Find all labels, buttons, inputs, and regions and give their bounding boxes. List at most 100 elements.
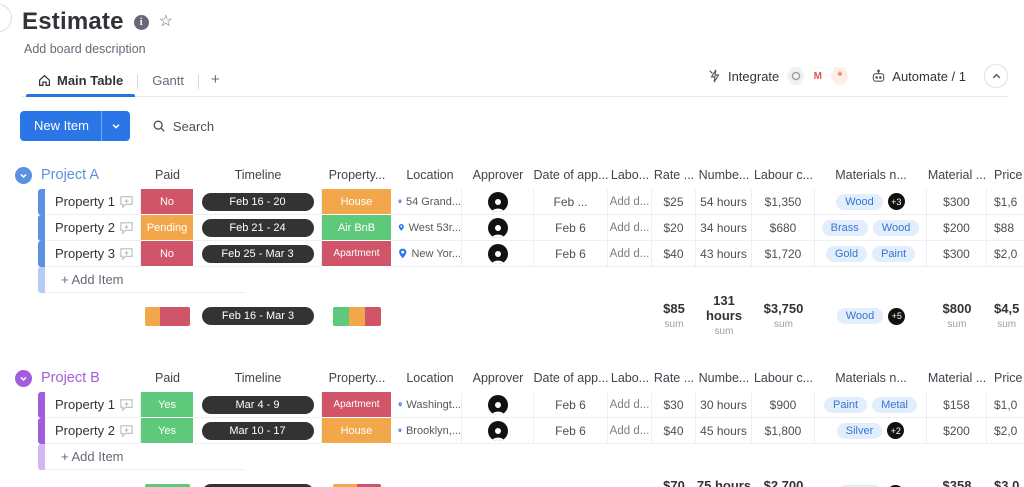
paid-summary-bar[interactable]	[141, 483, 194, 487]
column-header-date[interactable]: Date of app...	[534, 371, 608, 385]
material-cost-cell[interactable]: $158	[927, 392, 987, 418]
materials-summary[interactable]: Paint +3	[815, 484, 927, 487]
location-cell[interactable]: 54 Grand...	[392, 189, 462, 215]
rate-cell[interactable]: $25	[652, 189, 696, 215]
location-cell[interactable]: Washingt...	[392, 392, 462, 418]
date-cell[interactable]: Feb ...	[534, 189, 608, 215]
property-summary-bar[interactable]	[322, 483, 392, 487]
date-cell[interactable]: Feb 6	[534, 241, 608, 267]
materials-cell[interactable]: Brass Wood	[815, 215, 927, 241]
column-header-location[interactable]: Location	[392, 168, 462, 182]
more-materials-badge[interactable]: +3	[886, 484, 904, 487]
integrate-button[interactable]: Integrate	[708, 69, 779, 84]
add-conversation-icon[interactable]	[119, 220, 134, 235]
location-cell[interactable]: New Yor...	[392, 241, 462, 267]
property-type-cell[interactable]: House	[322, 189, 392, 215]
labour-cell[interactable]: Add d...	[608, 241, 652, 267]
timeline-summary[interactable]: Mar 4 - 17	[194, 484, 322, 487]
material-tag[interactable]: Silver	[836, 422, 883, 439]
column-header-location[interactable]: Location	[392, 371, 462, 385]
item-name-cell[interactable]: Property 2	[45, 215, 141, 241]
labour-cost-cell[interactable]: $900	[752, 392, 815, 418]
materials-cell[interactable]: Gold Paint	[815, 241, 927, 267]
labour-cell[interactable]: Add d...	[608, 189, 652, 215]
column-header-date[interactable]: Date of app...	[534, 168, 608, 182]
price-cell[interactable]: $88	[987, 215, 1024, 241]
add-item-label[interactable]: + Add Item	[45, 267, 245, 293]
labour-cost-cell[interactable]: $680	[752, 215, 815, 241]
item-name-cell[interactable]: Property 1	[45, 189, 141, 215]
column-header-materials[interactable]: Materials n...	[815, 371, 927, 385]
add-conversation-icon[interactable]	[119, 194, 134, 209]
hours-cell[interactable]: 30 hours	[696, 392, 752, 418]
board-description[interactable]: Add board description	[24, 42, 146, 56]
column-header-labour-cost[interactable]: Labour c...	[752, 371, 815, 385]
location-cell[interactable]: West 53r...	[392, 215, 462, 241]
collapse-group-icon[interactable]	[15, 166, 32, 184]
property-type-cell[interactable]: Apartment	[322, 392, 392, 418]
approver-cell[interactable]	[462, 215, 534, 241]
column-header-number[interactable]: Numbe...	[696, 371, 752, 385]
hours-cell[interactable]: 43 hours	[696, 241, 752, 267]
collapse-header-button[interactable]	[984, 64, 1008, 88]
location-cell[interactable]: Brooklyn,...	[392, 418, 462, 444]
timeline-cell[interactable]: Mar 10 - 17	[194, 418, 322, 444]
timeline-cell[interactable]: Mar 4 - 9	[194, 392, 322, 418]
new-item-dropdown-caret[interactable]	[100, 111, 130, 141]
material-tag[interactable]: Paint	[824, 396, 868, 413]
column-header-labour[interactable]: Labo...	[608, 168, 652, 182]
rate-cell[interactable]: $20	[652, 215, 696, 241]
price-cell[interactable]: $2,0	[987, 241, 1024, 267]
material-tag[interactable]: Metal	[872, 396, 917, 413]
column-header-rate[interactable]: Rate ...	[652, 168, 696, 182]
material-cost-cell[interactable]: $200	[927, 418, 987, 444]
column-header-property[interactable]: Property...	[322, 371, 392, 385]
column-header-labour-cost[interactable]: Labour c...	[752, 168, 815, 182]
group-title[interactable]: Project B	[41, 370, 100, 386]
material-tag[interactable]: Wood	[872, 219, 920, 236]
column-header-material-cost[interactable]: Material ...	[927, 371, 987, 385]
approver-cell[interactable]	[462, 418, 534, 444]
column-header-rate[interactable]: Rate ...	[652, 371, 696, 385]
column-header-price[interactable]: Price	[987, 371, 1024, 385]
material-cost-cell[interactable]: $300	[927, 241, 987, 267]
materials-cell[interactable]: Paint Metal	[815, 392, 927, 418]
material-tag[interactable]: Wood	[836, 193, 883, 210]
materials-summary[interactable]: Wood +5	[815, 307, 927, 325]
paid-status-cell[interactable]: Yes	[141, 418, 194, 444]
star-icon[interactable]: ☆	[158, 13, 173, 30]
price-cell[interactable]: $1,6	[987, 189, 1024, 215]
property-type-cell[interactable]: Apartment	[322, 241, 392, 267]
add-conversation-icon[interactable]	[119, 423, 134, 438]
add-conversation-icon[interactable]	[119, 397, 134, 412]
rate-cell[interactable]: $40	[652, 418, 696, 444]
hours-cell[interactable]: 45 hours	[696, 418, 752, 444]
paid-status-cell[interactable]: Yes	[141, 392, 194, 418]
column-header-timeline[interactable]: Timeline	[194, 168, 322, 182]
more-materials-badge[interactable]: +3	[887, 193, 905, 210]
material-cost-cell[interactable]: $300	[927, 189, 987, 215]
date-cell[interactable]: Feb 6	[534, 418, 608, 444]
material-tag[interactable]: Paint	[872, 245, 916, 262]
add-item-row[interactable]: + Add Item	[0, 267, 1024, 293]
labour-cell[interactable]: Add d...	[608, 215, 652, 241]
column-header-approver[interactable]: Approver	[462, 168, 534, 182]
column-header-material-cost[interactable]: Material ...	[927, 168, 987, 182]
column-header-labour[interactable]: Labo...	[608, 371, 652, 385]
approver-cell[interactable]	[462, 189, 534, 215]
item-name-cell[interactable]: Property 3	[45, 241, 141, 267]
more-materials-badge[interactable]: +2	[887, 422, 905, 439]
timeline-cell[interactable]: Feb 16 - 20	[194, 189, 322, 215]
paid-summary-bar[interactable]	[141, 306, 194, 326]
timeline-summary[interactable]: Feb 16 - Mar 3	[194, 307, 322, 325]
search-control[interactable]: Search	[152, 119, 214, 134]
column-header-number[interactable]: Numbe...	[696, 168, 752, 182]
column-header-property[interactable]: Property...	[322, 168, 392, 182]
more-materials-badge[interactable]: +5	[888, 307, 906, 325]
material-tag[interactable]: Paint	[838, 485, 882, 487]
info-icon[interactable]: i	[133, 14, 149, 30]
property-type-cell[interactable]: Air BnB	[322, 215, 392, 241]
rate-cell[interactable]: $30	[652, 392, 696, 418]
column-header-paid[interactable]: Paid	[141, 168, 194, 182]
automate-button[interactable]: Automate / 1	[871, 69, 966, 84]
